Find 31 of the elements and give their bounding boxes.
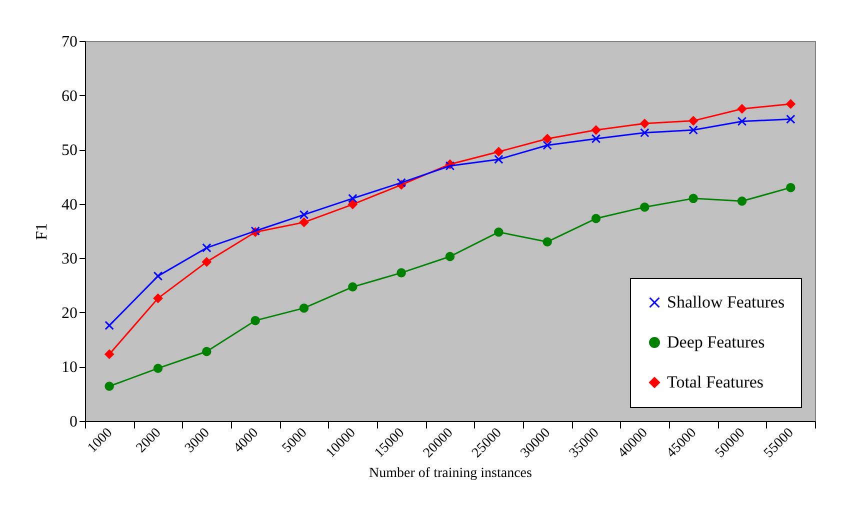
y-tick-label: 70 bbox=[62, 34, 78, 50]
y-tick-label: 40 bbox=[62, 196, 78, 214]
x-tick-label: 4000 bbox=[231, 426, 262, 456]
point bbox=[104, 320, 114, 330]
point bbox=[591, 134, 601, 144]
legend-label: Deep Features bbox=[667, 332, 765, 352]
point bbox=[299, 210, 309, 220]
y-tick-label: 0 bbox=[70, 414, 78, 430]
y-tick-label: 30 bbox=[62, 250, 78, 268]
legend-label: Total Features bbox=[667, 372, 764, 392]
point bbox=[786, 99, 796, 109]
point bbox=[688, 125, 698, 135]
legend-label: Shallow Features bbox=[667, 292, 785, 312]
point bbox=[104, 350, 114, 359]
y-tick-label: 20 bbox=[62, 304, 78, 322]
point bbox=[104, 382, 114, 391]
y-tick-label: 10 bbox=[62, 359, 78, 376]
point bbox=[396, 178, 406, 188]
point bbox=[737, 116, 747, 126]
point bbox=[786, 114, 796, 124]
y-tick-label: 60 bbox=[62, 88, 78, 105]
point bbox=[542, 140, 552, 150]
point bbox=[348, 194, 358, 204]
x-axis-title: Number of training instances bbox=[369, 466, 532, 482]
point bbox=[153, 271, 163, 281]
y-axis-title: F1 bbox=[34, 223, 50, 240]
y-tick-label: 50 bbox=[62, 142, 78, 160]
point bbox=[786, 182, 796, 192]
point bbox=[640, 128, 650, 138]
point bbox=[202, 243, 212, 252]
point bbox=[494, 154, 504, 164]
